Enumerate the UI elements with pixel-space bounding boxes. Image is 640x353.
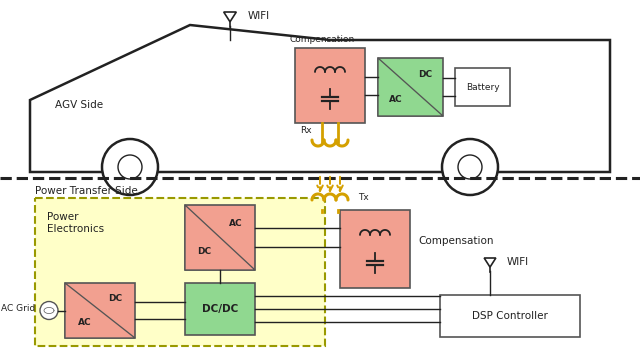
Polygon shape — [224, 12, 236, 22]
Polygon shape — [30, 25, 610, 172]
Polygon shape — [378, 58, 443, 116]
Text: WIFI: WIFI — [507, 257, 529, 267]
Text: Compensation: Compensation — [418, 236, 493, 246]
Bar — [185, 283, 255, 335]
Text: Compensation: Compensation — [290, 35, 355, 44]
Circle shape — [40, 301, 58, 319]
Polygon shape — [484, 258, 496, 267]
Circle shape — [102, 139, 158, 195]
Bar — [378, 58, 443, 116]
Text: Electronics: Electronics — [47, 224, 104, 234]
Circle shape — [118, 155, 142, 179]
Bar — [340, 210, 410, 288]
Text: AGV Side: AGV Side — [55, 100, 103, 110]
Text: DSP Controller: DSP Controller — [472, 311, 548, 321]
Text: DC: DC — [198, 247, 212, 256]
Text: Tx: Tx — [358, 193, 369, 203]
Text: AC: AC — [389, 95, 403, 104]
Text: AC: AC — [228, 219, 242, 228]
Bar — [295, 48, 365, 123]
Text: Battery: Battery — [466, 83, 499, 91]
Text: AC Grid: AC Grid — [1, 304, 35, 313]
Text: Power Transfer Side: Power Transfer Side — [35, 186, 138, 196]
Text: Power: Power — [47, 212, 79, 222]
Bar — [65, 283, 135, 338]
Text: WIFI: WIFI — [248, 11, 270, 21]
Bar — [185, 205, 255, 270]
Circle shape — [458, 155, 482, 179]
Text: DC/DC: DC/DC — [202, 304, 238, 314]
Bar — [455, 68, 510, 106]
Text: DC: DC — [108, 294, 122, 303]
Bar — [440, 295, 580, 337]
Polygon shape — [65, 283, 135, 338]
Bar — [35, 198, 325, 346]
Text: Rx: Rx — [300, 126, 312, 135]
Text: DC: DC — [418, 70, 432, 79]
Polygon shape — [185, 205, 255, 270]
Text: AC: AC — [78, 318, 92, 327]
Circle shape — [442, 139, 498, 195]
